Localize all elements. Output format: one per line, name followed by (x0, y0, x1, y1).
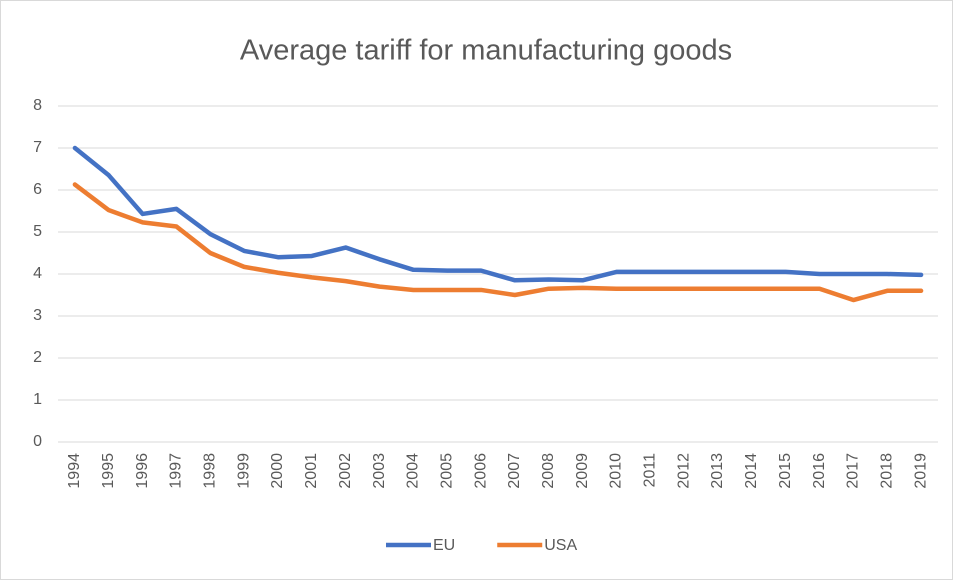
x-tick-label: 1995 (100, 453, 117, 489)
x-tick-label: 2001 (303, 453, 320, 489)
x-tick-label: 2018 (878, 453, 895, 489)
x-tick-label: 2003 (371, 453, 388, 489)
x-tick-label: 2006 (472, 453, 489, 489)
legend-label: EU (433, 537, 455, 554)
y-tick-label: 3 (33, 307, 42, 324)
x-tick-label: 2007 (506, 453, 523, 489)
x-tick-label: 1997 (168, 453, 185, 489)
x-tick-label: 2019 (912, 453, 929, 489)
x-tick-label: 2016 (811, 453, 828, 489)
x-tick-label: 2000 (269, 453, 286, 489)
x-tick-label: 2005 (438, 453, 455, 489)
y-tick-label: 8 (33, 97, 42, 114)
y-tick-label: 6 (33, 181, 42, 198)
y-tick-label: 0 (33, 433, 42, 450)
y-tick-label: 4 (33, 265, 42, 282)
series-line (72, 182, 924, 303)
chart-title: Average tariff for manufacturing goods (240, 35, 732, 67)
x-tick-label: 1998 (202, 453, 219, 489)
x-tick-label: 1996 (134, 453, 151, 489)
x-tick-label: 2004 (405, 453, 422, 489)
y-tick-label: 7 (33, 139, 42, 156)
x-tick-label: 2013 (709, 453, 726, 489)
x-tick-label: 2017 (845, 453, 862, 489)
legend-label: USA (544, 537, 577, 554)
x-tick-label: 2009 (574, 453, 591, 489)
x-tick-label: 2002 (337, 453, 354, 489)
x-tick-label: 2015 (777, 453, 794, 489)
x-tick-label: 2008 (540, 453, 557, 489)
x-tick-label: 2014 (743, 453, 760, 489)
series-line (72, 145, 924, 283)
x-tick-label: 1999 (235, 453, 252, 489)
x-tick-label: 2011 (642, 453, 659, 488)
y-tick-label: 2 (33, 349, 42, 366)
x-tick-label: 2012 (675, 453, 692, 489)
x-tick-label: 2010 (608, 453, 625, 489)
y-tick-label: 5 (33, 223, 42, 240)
x-tick-label: 1994 (66, 453, 83, 489)
y-tick-label: 1 (33, 391, 42, 408)
